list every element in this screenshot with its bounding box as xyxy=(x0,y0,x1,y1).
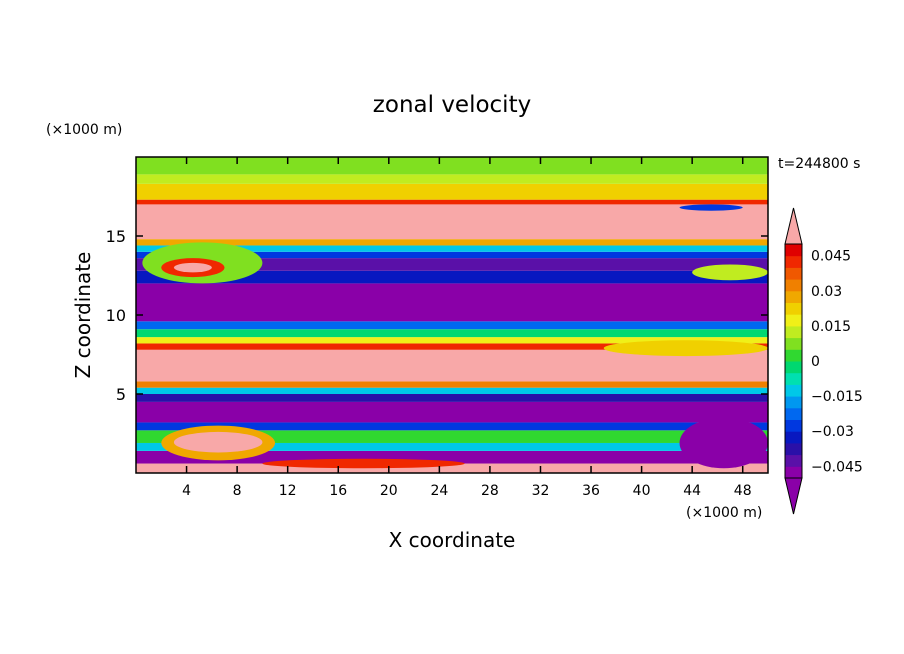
colorbar-over-triangle xyxy=(784,207,803,245)
chart-title: zonal velocity xyxy=(373,92,531,118)
x-tick-label: 16 xyxy=(329,483,347,499)
colorbar-segment xyxy=(785,337,802,350)
velocity-feature-9 xyxy=(679,417,768,469)
velocity-feature-6 xyxy=(603,340,768,357)
colorbar-segment xyxy=(785,407,802,420)
colorbar-segment xyxy=(785,454,802,467)
y-tick-label: 10 xyxy=(106,306,126,325)
colorbar-tick-label: −0.03 xyxy=(811,424,854,440)
velocity-band-0 xyxy=(136,463,768,473)
y-axis-label: Z coordinate xyxy=(71,252,95,379)
colorbar-segment xyxy=(785,384,802,397)
colorbar-segment xyxy=(785,349,802,362)
colorbar-segment xyxy=(785,302,802,315)
velocity-band-21 xyxy=(136,199,768,205)
x-tick-label: 32 xyxy=(532,483,550,499)
y-unit-label: (×1000 m) xyxy=(46,122,122,138)
colorbar-segment xyxy=(785,255,802,268)
colorbar-segment xyxy=(785,466,802,479)
y-tick-label: 15 xyxy=(106,227,126,246)
x-unit-label: (×1000 m) xyxy=(686,505,762,521)
velocity-band-17 xyxy=(136,251,768,259)
y-tick-label: 5 xyxy=(116,385,126,404)
velocity-band-3 xyxy=(136,430,768,443)
colorbar-segment xyxy=(785,361,802,374)
velocity-band-19 xyxy=(136,239,768,246)
velocity-band-22 xyxy=(136,183,768,200)
x-axis-label: X coordinate xyxy=(389,528,516,552)
velocity-band-8 xyxy=(136,381,768,388)
colorbar-segment xyxy=(785,396,802,409)
velocity-band-18 xyxy=(136,245,768,252)
colorbar-under-triangle xyxy=(784,477,803,515)
colorbar-tick-label: −0.015 xyxy=(811,389,863,405)
x-tick-label: 24 xyxy=(430,483,448,499)
x-tick-label: 12 xyxy=(279,483,297,499)
colorbar-tick-label: −0.045 xyxy=(811,459,863,475)
velocity-band-16 xyxy=(136,258,768,271)
x-tick-label: 40 xyxy=(633,483,651,499)
velocity-band-7 xyxy=(136,387,768,394)
colorbar-frame xyxy=(784,243,803,479)
y-axis: 5 10 15 xyxy=(106,227,768,404)
colorbar-segment xyxy=(785,431,802,444)
velocity-band-6 xyxy=(136,394,768,402)
velocity-band-2 xyxy=(136,442,768,451)
velocity-feature-7 xyxy=(679,204,743,211)
velocity-feature-5 xyxy=(262,458,465,469)
time-label: t=244800 s xyxy=(778,156,860,172)
velocity-band-20 xyxy=(136,204,768,240)
velocity-band-13 xyxy=(136,321,768,330)
colorbar-tick-label: 0.015 xyxy=(811,319,851,335)
velocity-feature-2 xyxy=(173,262,212,273)
x-tick-label: 8 xyxy=(233,483,242,499)
x-tick-label: 20 xyxy=(380,483,398,499)
velocity-band-10 xyxy=(136,343,768,350)
colorbar-segment xyxy=(785,267,802,280)
velocity-band-12 xyxy=(136,329,768,338)
colorbar-segment xyxy=(785,325,802,339)
velocity-band-15 xyxy=(136,270,768,284)
contour-field xyxy=(136,157,768,473)
velocity-band-14 xyxy=(136,283,768,322)
colorbar-tick-label: 0 xyxy=(811,354,820,370)
x-tick-label: 4 xyxy=(182,483,191,499)
colorbar-segment xyxy=(785,279,802,292)
x-tick-label: 36 xyxy=(582,483,600,499)
colorbar-segment xyxy=(785,419,802,432)
colorbar-segment xyxy=(785,442,802,456)
velocity-band-24 xyxy=(136,157,768,175)
velocity-band-4 xyxy=(136,422,768,431)
x-tick-label: 44 xyxy=(683,483,701,499)
x-tick-label: 48 xyxy=(734,483,752,499)
colorbar-segment xyxy=(785,244,802,257)
colorbar: 0.045 0.03 0.015 0 −0.015 −0.03 −0.045 xyxy=(784,207,863,515)
velocity-feature-4 xyxy=(173,431,263,453)
colorbar-segment xyxy=(785,290,802,303)
colorbar-segment xyxy=(785,372,802,385)
x-tick-label: 28 xyxy=(481,483,499,499)
velocity-band-5 xyxy=(136,401,768,423)
colorbar-segment xyxy=(785,314,802,327)
velocity-band-23 xyxy=(136,174,768,184)
colorbar-tick-label: 0.03 xyxy=(811,284,842,300)
colorbar-tick-label: 0.045 xyxy=(811,249,851,265)
x-axis: 4 8 12 16 20 24 28 32 36 40 44 48 xyxy=(182,157,752,499)
velocity-band-11 xyxy=(136,337,768,344)
velocity-feature-8 xyxy=(692,264,768,281)
